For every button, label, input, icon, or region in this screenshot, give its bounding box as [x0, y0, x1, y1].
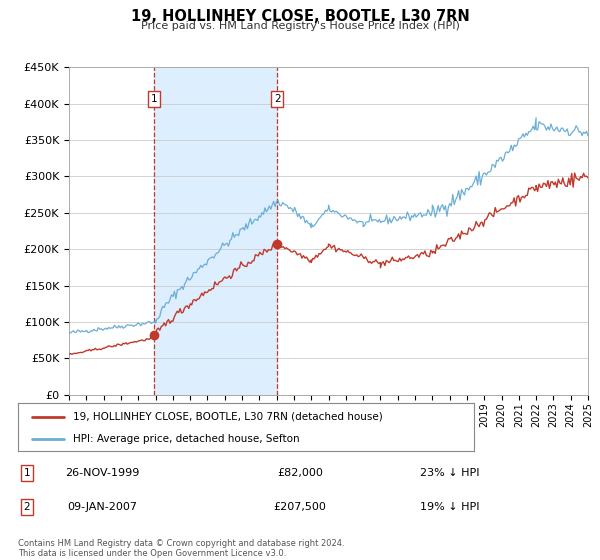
Text: £207,500: £207,500: [274, 502, 326, 512]
Text: Price paid vs. HM Land Registry's House Price Index (HPI): Price paid vs. HM Land Registry's House …: [140, 21, 460, 31]
Text: 2: 2: [274, 94, 280, 104]
Text: 19, HOLLINHEY CLOSE, BOOTLE, L30 7RN (detached house): 19, HOLLINHEY CLOSE, BOOTLE, L30 7RN (de…: [73, 412, 382, 422]
Text: Contains HM Land Registry data © Crown copyright and database right 2024.
This d: Contains HM Land Registry data © Crown c…: [18, 539, 344, 558]
Text: 19% ↓ HPI: 19% ↓ HPI: [420, 502, 480, 512]
Text: 19, HOLLINHEY CLOSE, BOOTLE, L30 7RN: 19, HOLLINHEY CLOSE, BOOTLE, L30 7RN: [131, 9, 469, 24]
Text: £82,000: £82,000: [277, 468, 323, 478]
Text: HPI: Average price, detached house, Sefton: HPI: Average price, detached house, Seft…: [73, 434, 299, 444]
Text: 2: 2: [23, 502, 31, 512]
Text: 1: 1: [23, 468, 31, 478]
Text: 26-NOV-1999: 26-NOV-1999: [65, 468, 139, 478]
Bar: [154, 67, 277, 395]
Text: 09-JAN-2007: 09-JAN-2007: [67, 502, 137, 512]
Text: 23% ↓ HPI: 23% ↓ HPI: [420, 468, 480, 478]
Text: 1: 1: [151, 94, 157, 104]
